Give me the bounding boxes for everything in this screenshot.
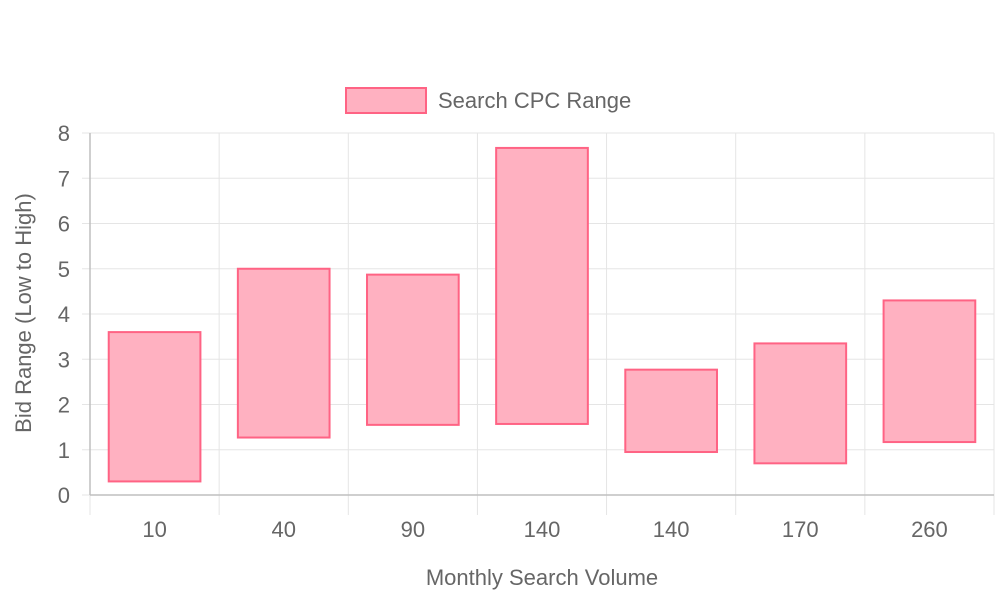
y-tick-label: 3 [58, 347, 70, 372]
y-tick-label: 8 [58, 121, 70, 146]
y-tick-label: 6 [58, 212, 70, 237]
x-tick-label: 170 [782, 517, 819, 542]
legend-swatch[interactable] [345, 87, 427, 114]
x-tick-label: 40 [271, 517, 295, 542]
y-tick-label: 0 [58, 483, 70, 508]
bars [107, 146, 977, 483]
bar[interactable] [495, 146, 589, 425]
y-tick-label: 2 [58, 393, 70, 418]
bar[interactable] [107, 331, 202, 483]
x-tick-label: 140 [524, 517, 561, 542]
y-tick-label: 7 [58, 166, 70, 191]
x-tick-label: 260 [911, 517, 948, 542]
tick-labels: 0 1 2 3 4 5 6 7 8 10 40 90 140 140 170 260 [58, 121, 948, 542]
y-tick-label: 1 [58, 438, 70, 463]
y-tick-label: 4 [58, 302, 70, 327]
x-axis-title: Monthly Search Volume [426, 565, 658, 590]
x-tick-label: 140 [653, 517, 690, 542]
axes [89, 133, 994, 496]
bar[interactable] [236, 267, 331, 439]
bar[interactable] [753, 342, 848, 465]
bar[interactable] [882, 299, 977, 444]
legend-label[interactable]: Search CPC Range [438, 88, 631, 113]
y-axis-title: Bid Range (Low to High) [11, 193, 36, 433]
y-tick-label: 5 [58, 257, 70, 282]
legend[interactable]: Search CPC Range [345, 87, 631, 114]
bar[interactable] [366, 273, 460, 426]
bar[interactable] [624, 368, 718, 454]
x-tick-label: 90 [401, 517, 425, 542]
x-tick-label: 10 [142, 517, 166, 542]
